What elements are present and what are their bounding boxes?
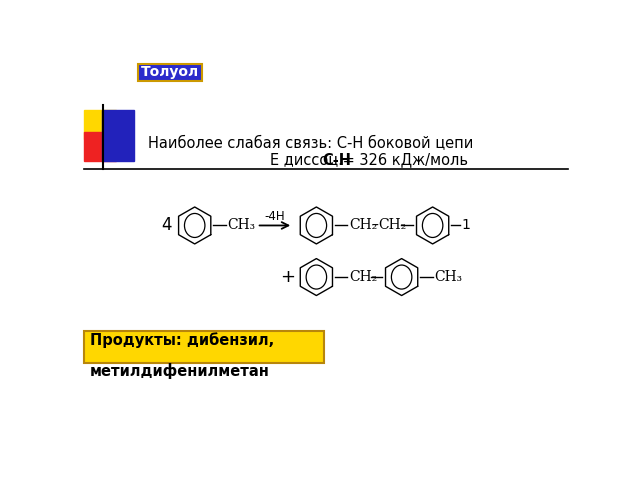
Text: 1: 1 — [461, 218, 470, 232]
Text: Продукты: дибензил,: Продукты: дибензил, — [90, 332, 275, 348]
Bar — [84, 110, 116, 139]
Text: Е диссоц.: Е диссоц. — [270, 153, 343, 168]
FancyBboxPatch shape — [138, 64, 202, 81]
Bar — [84, 132, 116, 161]
Text: -4H: -4H — [264, 211, 285, 224]
FancyBboxPatch shape — [84, 331, 324, 363]
Text: Толуол: Толуол — [141, 65, 199, 79]
Text: CH₃: CH₃ — [227, 218, 255, 232]
Text: CH₂: CH₂ — [349, 218, 377, 232]
Text: = 326 кДж/моль: = 326 кДж/моль — [338, 153, 468, 168]
Text: CH₃: CH₃ — [434, 270, 462, 284]
Text: CH₂: CH₂ — [378, 218, 406, 232]
Text: CH₂: CH₂ — [349, 270, 377, 284]
Bar — [102, 110, 134, 161]
Text: 4: 4 — [161, 216, 172, 234]
Text: С-Н: С-Н — [322, 153, 351, 168]
Text: +: + — [280, 268, 295, 286]
Text: –: – — [371, 218, 378, 232]
Text: метилдифенилметан: метилдифенилметан — [90, 363, 270, 379]
Text: Наиболее слабая связь: С-Н боковой цепи: Наиболее слабая связь: С-Н боковой цепи — [148, 136, 474, 151]
